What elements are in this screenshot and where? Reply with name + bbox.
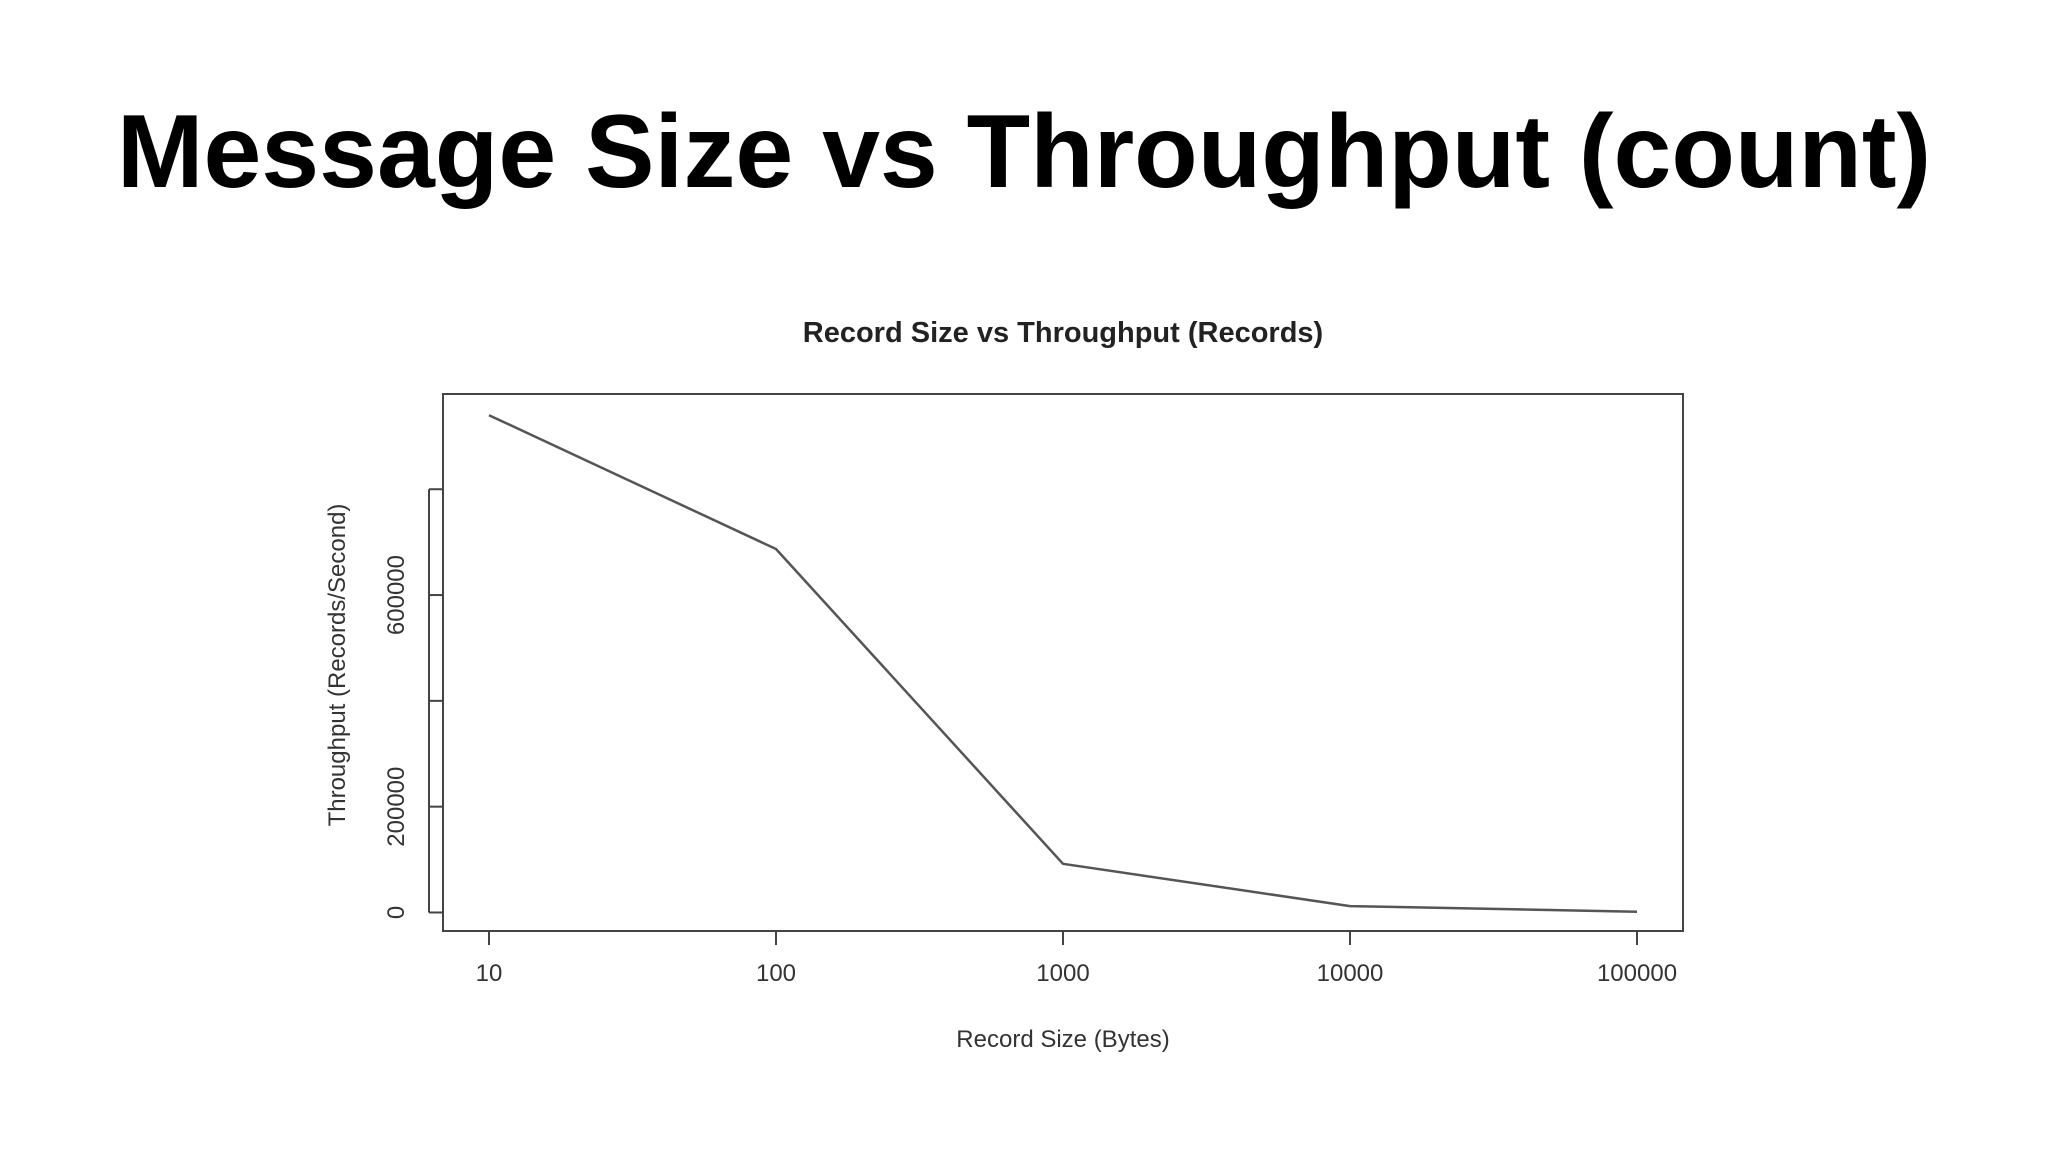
y-tick-label: 200000 — [383, 767, 410, 847]
slide-title: Message Size vs Throughput (count) — [116, 94, 1932, 210]
x-tick-label: 100 — [756, 960, 796, 987]
y-axis: 0 200000 600000 — [383, 488, 443, 919]
x-tick-label: 10 — [476, 960, 503, 987]
series-line — [488, 414, 1638, 913]
y-axis-label: Throughput (Records/Second) — [324, 504, 351, 827]
plot-frame — [442, 393, 1684, 932]
y-tick-label: 600000 — [383, 555, 410, 635]
series-layer — [488, 414, 1638, 913]
x-tick-label: 1000 — [1036, 960, 1089, 987]
x-axis-label: Record Size (Bytes) — [956, 1026, 1169, 1053]
x-tick-label: 100000 — [1597, 960, 1677, 987]
x-axis: 10 100 1000 10000 100000 — [476, 930, 1677, 987]
chart-title: Record Size vs Throughput (Records) — [803, 317, 1323, 349]
y-tick-label: 0 — [383, 906, 410, 919]
x-tick-label: 10000 — [1317, 960, 1384, 987]
